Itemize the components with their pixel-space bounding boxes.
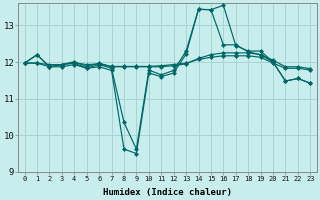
X-axis label: Humidex (Indice chaleur): Humidex (Indice chaleur): [103, 188, 232, 197]
